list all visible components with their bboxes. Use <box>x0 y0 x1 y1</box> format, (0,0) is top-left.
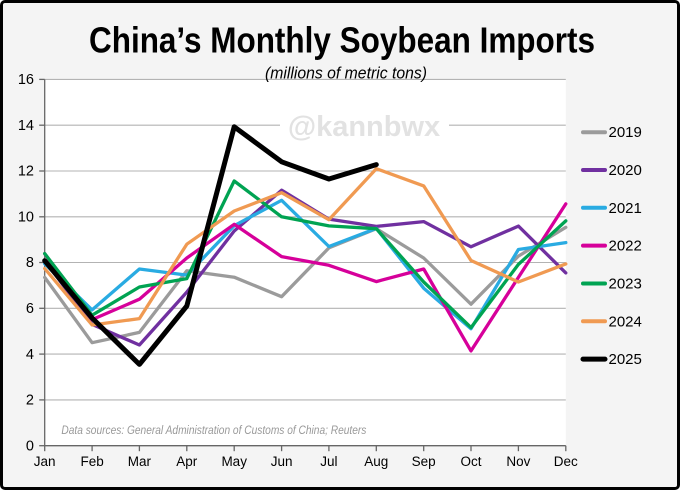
svg-text:2024: 2024 <box>609 313 642 330</box>
svg-text:16: 16 <box>18 72 34 88</box>
svg-text:6: 6 <box>26 301 34 317</box>
svg-text:Dec: Dec <box>554 454 578 469</box>
svg-text:Apr: Apr <box>176 454 198 469</box>
svg-text:8: 8 <box>26 255 34 271</box>
svg-text:Mar: Mar <box>128 454 152 469</box>
svg-text:(millions of metric tons): (millions of metric tons) <box>265 63 427 82</box>
svg-text:@kannbwx: @kannbwx <box>288 111 440 143</box>
svg-text:Data sources: General Administ: Data sources: General Administration of … <box>61 425 366 437</box>
svg-text:2020: 2020 <box>609 162 642 179</box>
svg-text:12: 12 <box>18 164 34 180</box>
svg-text:2022: 2022 <box>609 238 642 255</box>
svg-text:Feb: Feb <box>80 454 103 469</box>
svg-text:Jan: Jan <box>34 454 56 469</box>
svg-text:Nov: Nov <box>506 454 530 469</box>
svg-text:Aug: Aug <box>364 454 388 469</box>
svg-text:0: 0 <box>26 438 34 454</box>
svg-text:2023: 2023 <box>609 276 642 293</box>
svg-text:2025: 2025 <box>609 351 642 368</box>
svg-text:2: 2 <box>26 393 34 409</box>
svg-text:May: May <box>221 454 247 469</box>
svg-text:2021: 2021 <box>609 200 642 217</box>
svg-text:4: 4 <box>26 347 34 363</box>
svg-text:14: 14 <box>18 118 34 134</box>
svg-text:Sep: Sep <box>412 454 436 469</box>
svg-text:China’s Monthly Soybean Import: China’s Monthly Soybean Imports <box>89 19 595 60</box>
svg-text:Oct: Oct <box>460 454 481 469</box>
svg-text:10: 10 <box>18 210 34 226</box>
svg-text:Jun: Jun <box>271 454 293 469</box>
svg-text:Jul: Jul <box>320 454 337 469</box>
svg-text:2019: 2019 <box>609 124 642 141</box>
